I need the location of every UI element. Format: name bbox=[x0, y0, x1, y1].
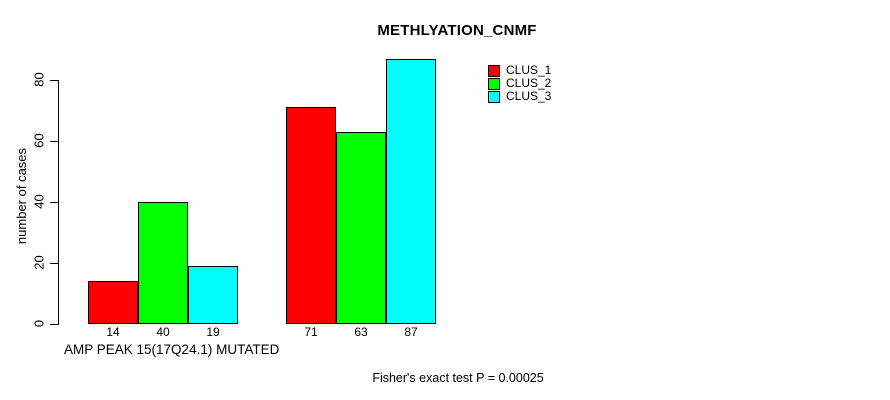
bar-value-label: 40 bbox=[156, 325, 170, 339]
bar-value-label: 63 bbox=[354, 325, 368, 339]
bar-clus_3-group1 bbox=[188, 266, 238, 324]
chart-title: METHLYATION_CNMF bbox=[377, 22, 537, 39]
legend-label: CLUS_2 bbox=[506, 76, 552, 90]
legend-label: CLUS_3 bbox=[506, 89, 552, 103]
y-tick-label: 20 bbox=[31, 255, 47, 270]
bar-value-label: 14 bbox=[106, 325, 120, 339]
y-tick bbox=[50, 324, 59, 325]
bar-clus_1-group1 bbox=[88, 281, 138, 324]
x-axis-label: AMP PEAK 15(17Q24.1) MUTATED bbox=[64, 342, 280, 357]
bar-value-label: 19 bbox=[206, 325, 220, 339]
legend-swatch-icon bbox=[488, 77, 500, 90]
bar-clus_2-group1 bbox=[138, 202, 188, 324]
legend-item: CLUS_3 bbox=[488, 90, 551, 103]
fisher-note: Fisher's exact test P = 0.00025 bbox=[372, 371, 544, 385]
y-tick bbox=[50, 141, 59, 142]
y-axis-label: number of cases bbox=[14, 147, 29, 245]
bar-value-label: 71 bbox=[304, 325, 318, 339]
bar-clus_3-group2 bbox=[386, 59, 436, 324]
legend-swatch-icon bbox=[488, 64, 500, 77]
y-tick bbox=[50, 263, 59, 264]
legend: CLUS_1 CLUS_2 CLUS_3 bbox=[488, 64, 551, 103]
legend-item: CLUS_2 bbox=[488, 77, 551, 90]
bar-clus_1-group2 bbox=[286, 107, 336, 324]
y-tick bbox=[50, 202, 59, 203]
legend-item: CLUS_1 bbox=[488, 64, 551, 77]
bar-value-label: 87 bbox=[404, 325, 418, 339]
y-tick-label: 40 bbox=[31, 194, 47, 209]
y-tick bbox=[50, 80, 59, 81]
bar-clus_2-group2 bbox=[336, 132, 386, 324]
legend-swatch-icon bbox=[488, 90, 500, 103]
y-tick-label: 0 bbox=[31, 319, 47, 328]
legend-label: CLUS_1 bbox=[506, 63, 552, 77]
y-tick-label: 60 bbox=[31, 133, 47, 148]
y-tick-label: 80 bbox=[31, 72, 47, 87]
